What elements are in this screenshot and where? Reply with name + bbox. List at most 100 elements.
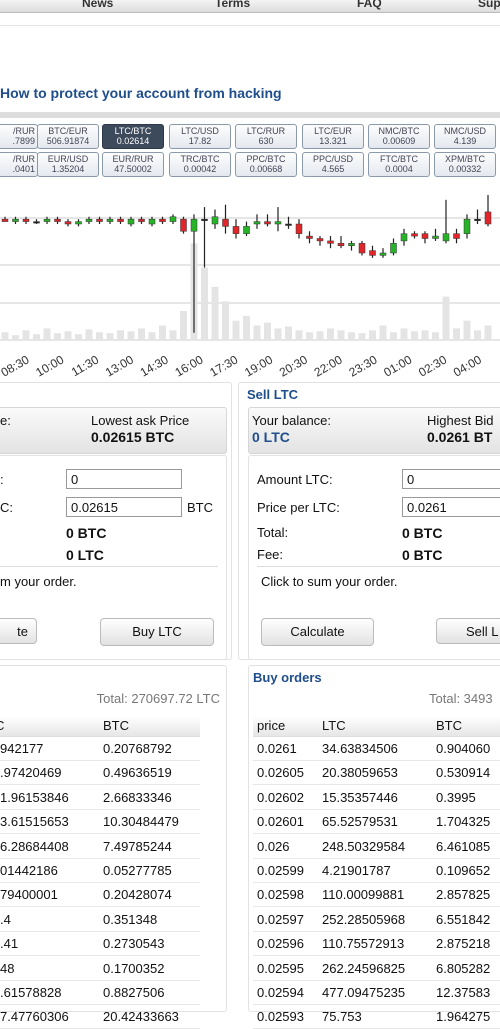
pair-tab[interactable]: /RUR .0401 (0, 152, 38, 177)
order-row[interactable] (253, 883, 500, 908)
nav-link[interactable]: Terms (215, 0, 251, 10)
pair-tab[interactable]: LTC/EUR 13.321 (302, 124, 364, 149)
order-cell: 12.37583 (436, 985, 491, 1000)
volume-bar (22, 330, 30, 340)
order-row[interactable] (0, 883, 200, 908)
volume-bar (106, 333, 114, 340)
pair-tab[interactable]: XPM/BTC 0.00332 (434, 152, 496, 177)
time-label: 08:30 (0, 352, 32, 379)
order-row[interactable] (253, 786, 500, 810)
sell-button[interactable]: Sell L (436, 618, 500, 644)
order-cell: 0.530914 (436, 765, 491, 781)
order-row[interactable] (0, 810, 200, 835)
order-cell: 1.964275 (436, 1009, 491, 1025)
pair-tab[interactable]: LTC/RUR 630 (235, 124, 297, 149)
price-input[interactable]: 0.0261 (402, 497, 500, 517)
candle-body (411, 233, 418, 237)
order-row[interactable] (0, 835, 200, 859)
pair-tab[interactable]: /RUR .7899 (0, 124, 38, 149)
order-cell: 0.1700352 (103, 960, 165, 976)
news-link[interactable]: How to protect your account from hacking (0, 85, 282, 101)
order-row[interactable] (253, 957, 500, 981)
pair-tab[interactable]: LTC/BTC 0.02614 (102, 124, 164, 149)
order-row[interactable] (253, 737, 500, 761)
order-cell: 2.857825 (436, 887, 491, 903)
total: 0 BTC (402, 525, 443, 541)
pair-price: 506.91874 (46, 136, 90, 146)
order-row[interactable] (0, 761, 200, 786)
amount-input[interactable]: 0 (66, 469, 182, 489)
order-row[interactable] (0, 957, 200, 981)
candle-body (211, 216, 219, 225)
order-cell: 6.461085 (436, 838, 491, 854)
candle-body (169, 216, 177, 222)
order-row[interactable] (0, 786, 200, 810)
order-row[interactable] (253, 835, 500, 859)
volume-bar (369, 330, 376, 340)
order-row[interactable] (0, 859, 200, 883)
volume-bar (474, 330, 481, 340)
order-cell: 262.24596825 (322, 960, 406, 976)
calculate-button[interactable]: te (0, 618, 37, 644)
column-header: LTC (322, 718, 346, 733)
time-label: 17:30 (207, 352, 240, 379)
pair-tab[interactable]: NMC/BTC 0.00609 (368, 124, 430, 149)
time-label: 10:00 (33, 352, 66, 379)
order-cell: 248.50329584 (322, 838, 406, 854)
time-label: 20:30 (277, 352, 310, 379)
pair-tab[interactable]: EUR/USD 1.35204 (37, 152, 99, 177)
pair-tab[interactable]: PPC/BTC 0.00668 (235, 152, 297, 177)
pair-tab[interactable]: TRC/BTC 0.00042 (169, 152, 231, 177)
time-label: 16:00 (172, 352, 205, 379)
pair-tab[interactable]: EUR/RUR 47.50002 (102, 152, 164, 177)
order-row[interactable] (0, 737, 200, 761)
column-header: BTC (103, 718, 129, 733)
orders-total: Total: 270697.72 LTC (96, 691, 220, 706)
order-row[interactable] (253, 859, 500, 883)
nav-bar: News Terms FAQ Sup (0, 0, 500, 13)
volume-bar (169, 330, 177, 340)
candle-body (400, 233, 408, 242)
volume-bar (285, 326, 292, 340)
volume-bar (159, 325, 166, 340)
order-cell: 0.02598 (257, 887, 304, 903)
candle-body (64, 221, 72, 225)
label: Amount LTC: (257, 472, 333, 487)
order-cell: .61578828 (0, 985, 62, 1000)
pair-name: LTC/BTC (114, 126, 152, 136)
candle-body (274, 221, 282, 225)
candle-body (180, 218, 187, 232)
volume-bar (180, 311, 187, 340)
candle-body (253, 221, 261, 225)
calculate-button[interactable]: Calculate (261, 618, 374, 646)
candle-body (190, 218, 198, 232)
order-cell: .97420469 (0, 765, 62, 781)
price-input[interactable]: 0.02615 (66, 497, 182, 517)
order-row[interactable] (253, 932, 500, 957)
amount-input[interactable]: 0 (402, 469, 500, 489)
pair-price: .0401 (12, 164, 35, 174)
candle-body (1, 218, 9, 222)
order-row[interactable] (253, 908, 500, 932)
nav-link[interactable]: Sup (478, 0, 500, 10)
order-row[interactable] (253, 810, 500, 835)
order-row[interactable] (0, 932, 200, 957)
pair-tab[interactable]: FTC/BTC 0.0004 (368, 152, 430, 177)
time-label: 04:00 (451, 352, 484, 379)
time-label: 01:00 (381, 352, 414, 379)
pair-tab[interactable]: LTC/USD 17.82 (169, 124, 231, 149)
buy-button[interactable]: Buy LTC (100, 618, 214, 646)
order-cell: 0.02597 (257, 911, 304, 927)
pair-tab[interactable]: NMC/USD 4.139 (434, 124, 496, 149)
candle-body (337, 243, 345, 246)
volume-bar (453, 328, 460, 340)
order-row[interactable] (0, 908, 200, 932)
total: 0 BTC (66, 525, 107, 541)
candle-body (222, 218, 229, 227)
pair-tab[interactable]: BTC/EUR 506.91874 (37, 124, 99, 149)
nav-link[interactable]: FAQ (357, 0, 382, 10)
pair-tab[interactable]: PPC/USD 4.565 (302, 152, 364, 177)
order-row[interactable] (253, 761, 500, 786)
pair-price: 0.0004 (385, 164, 413, 174)
nav-link[interactable]: News (82, 0, 114, 10)
